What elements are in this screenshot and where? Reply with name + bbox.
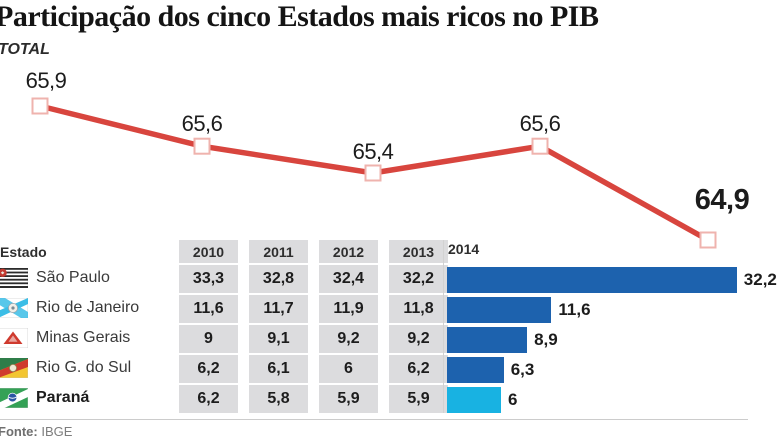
table-row-parana: Paraná 6,2 5,8 5,9 5,9	[0, 383, 448, 413]
parana-flag-icon	[0, 383, 36, 413]
bar-rio-de-janeiro	[447, 297, 552, 323]
year-header-2011: 2011	[238, 240, 308, 263]
table-row-rio-de-janeiro: Rio de Janeiro 11,6 11,7 11,9 11,8	[0, 293, 448, 323]
source-note: Fonte: IBGE	[0, 424, 72, 439]
table-row-rio-g-do-sul: Rio G. do Sul 6,2 6,1 6 6,2	[0, 353, 448, 383]
source-prefix: Fonte:	[0, 424, 38, 439]
sao-paulo-flag-icon	[0, 263, 36, 293]
table-row-minas-gerais: Minas Gerais 9 9,1 9,2 9,2	[0, 323, 448, 353]
cell-2011: 9,1	[238, 323, 308, 353]
cell-2010: 6,2	[168, 383, 238, 413]
cell-2010: 9	[168, 323, 238, 353]
table-header-row: Estado 2010 2011 2012 2013	[0, 240, 448, 263]
cell-2011: 11,7	[238, 293, 308, 323]
page-title: Participação dos cinco Estados mais rico…	[0, 0, 599, 33]
table-row-sao-paulo: São Paulo 33,3 32,8 32,4 32,2	[0, 263, 448, 293]
cell-2011: 32,8	[238, 263, 308, 293]
cell-2012: 5,9	[308, 383, 378, 413]
cell-2012: 6	[308, 353, 378, 383]
line-point-label-2010: 65,9	[25, 68, 67, 93]
line-point-label-2013: 65,6	[519, 111, 561, 136]
state-name: Minas Gerais	[36, 329, 131, 346]
bar-value-label: 6	[508, 390, 518, 409]
line-point-label-2012: 65,4	[352, 139, 394, 164]
cell-2013: 6,2	[378, 353, 448, 383]
bar-value-label: 8,9	[534, 330, 558, 349]
bar-parana	[447, 387, 501, 413]
cell-2013: 11,8	[378, 293, 448, 323]
bar-sao-paulo	[447, 267, 737, 293]
cell-2011: 6,1	[238, 353, 308, 383]
year-header-2013: 2013	[378, 240, 448, 263]
line-point-label-2014: 64,9	[694, 184, 750, 216]
cell-2013: 5,9	[378, 383, 448, 413]
footer-divider	[0, 419, 748, 420]
year-header-2014: 2014	[448, 241, 480, 257]
state-name: Rio G. do Sul	[36, 359, 132, 376]
cell-2012: 32,4	[308, 263, 378, 293]
bar-row-rio-de-janeiro: 11,6	[447, 295, 780, 325]
bar-value-label: 11,6	[558, 300, 591, 319]
line-point-label-2011: 65,6	[181, 111, 223, 136]
rio-de-janeiro-flag-icon	[0, 293, 36, 323]
year-header-2010: 2010	[168, 240, 238, 263]
total-series-label: TOTAL	[0, 41, 50, 58]
bars-2014: 32,2 11,6 8,9 6,3 6	[447, 265, 780, 415]
total-line-chart	[31, 97, 717, 249]
bar-rio-g-do-sul	[447, 357, 504, 383]
cell-2010: 11,6	[168, 293, 238, 323]
table-bars-divider	[443, 240, 444, 413]
cell-2010: 6,2	[168, 353, 238, 383]
states-table: Estado 2010 2011 2012 2013 São Paulo 33,…	[0, 240, 448, 413]
bar-row-sao-paulo: 32,2	[447, 265, 780, 295]
estado-column-header: Estado	[0, 243, 47, 260]
state-name: São Paulo	[36, 269, 110, 286]
cell-2012: 11,9	[308, 293, 378, 323]
state-name: Rio de Janeiro	[36, 299, 140, 316]
cell-2013: 32,2	[378, 263, 448, 293]
bar-value-label: 32,2	[743, 270, 777, 289]
bar-value-label: 6,3	[510, 360, 535, 379]
cell-2011: 5,8	[238, 383, 308, 413]
bar-minas-gerais	[447, 327, 528, 353]
cell-2013: 9,2	[378, 323, 448, 353]
year-header-2012: 2012	[308, 240, 378, 263]
cell-2010: 33,3	[168, 263, 238, 293]
cell-2012: 9,2	[308, 323, 378, 353]
bar-row-minas-gerais: 8,9	[447, 325, 780, 355]
state-name: Paraná	[36, 389, 90, 406]
minas-gerais-flag-icon	[0, 323, 36, 353]
source-name: IBGE	[41, 424, 73, 439]
rio-grande-do-sul-flag-icon	[0, 353, 36, 383]
bar-row-rio-g-do-sul: 6,3	[447, 355, 780, 385]
bar-row-parana: 6	[447, 385, 780, 415]
